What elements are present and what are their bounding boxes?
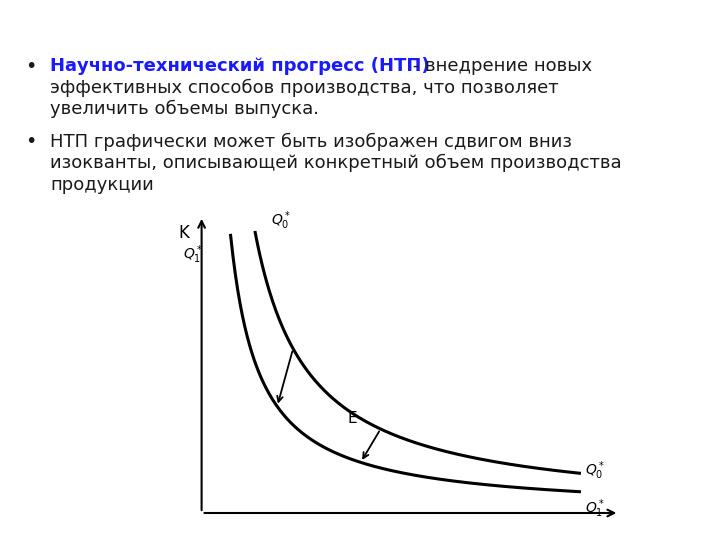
Text: изокванты, описывающей конкретный объем производства: изокванты, описывающей конкретный объем …	[50, 154, 622, 172]
Text: - внедрение новых: - внедрение новых	[407, 57, 592, 75]
Text: K: K	[179, 224, 189, 242]
Text: •: •	[25, 132, 37, 151]
Text: Научно-технический прогресс (НТП): Научно-технический прогресс (НТП)	[50, 57, 430, 75]
Text: увеличить объемы выпуска.: увеличить объемы выпуска.	[50, 100, 320, 118]
Text: продукции: продукции	[50, 176, 154, 193]
Text: •: •	[25, 57, 37, 76]
Text: $Q_1^*$: $Q_1^*$	[585, 497, 606, 519]
Text: НТП графически может быть изображен сдвигом вниз: НТП графически может быть изображен сдви…	[50, 132, 572, 151]
Text: $Q_0^*$: $Q_0^*$	[271, 210, 292, 233]
Text: $Q_0^*$: $Q_0^*$	[585, 459, 606, 482]
Text: E: E	[348, 411, 358, 426]
Text: $Q_1^*$: $Q_1^*$	[183, 244, 203, 266]
Text: эффективных способов производства, что позволяет: эффективных способов производства, что п…	[50, 78, 559, 97]
